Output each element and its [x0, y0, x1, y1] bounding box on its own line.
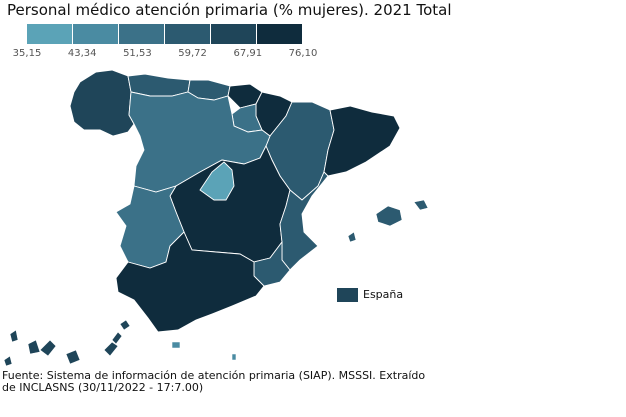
legend-bin-2	[73, 24, 118, 44]
region-ceuta[interactable]: Ceuta	[171, 341, 181, 349]
legend-bin-6	[257, 24, 302, 44]
legend-bin-4	[165, 24, 210, 44]
chart-title: Personal médico atención primaria (% muj…	[7, 1, 452, 19]
legend-tick-label: 35,15	[12, 48, 42, 59]
legend-bin-1	[27, 24, 72, 44]
region-andalucia[interactable]: Andalucía	[115, 231, 265, 333]
region-cataluna[interactable]: Cataluña	[323, 105, 401, 177]
legend-tick-label: 67,91	[233, 48, 263, 59]
region-melilla[interactable]: Melilla	[231, 353, 237, 361]
spain-swatch	[337, 288, 358, 302]
region-galicia[interactable]: Galicia	[69, 69, 135, 137]
region-comunidad-valenciana[interactable]: Comunidad Valenciana	[279, 171, 329, 271]
spain-map: Galicia Asturias Cantabria País Vasco Na…	[3, 69, 429, 367]
region-asturias[interactable]: Asturias	[127, 73, 191, 97]
legend-bin-5	[211, 24, 256, 44]
region-baleares[interactable]: Baleares	[347, 199, 429, 243]
legend-bin-3	[119, 24, 164, 44]
region-canarias[interactable]: Canarias	[3, 319, 131, 367]
region-madrid[interactable]: Castilla-La Mancha	[199, 161, 235, 201]
legend-tick-label: 59,72	[178, 48, 207, 59]
legend-tick-label: 76,10	[288, 48, 318, 59]
source-note: Fuente: Sistema de información de atenci…	[2, 369, 426, 394]
legend-tick-label: 51,53	[123, 48, 152, 59]
legend-tick-label: 43,34	[67, 48, 97, 59]
spain-label: España	[363, 288, 404, 301]
legend: 35,15 43,34 51,53 59,72 67,91 76,10	[13, 24, 317, 59]
